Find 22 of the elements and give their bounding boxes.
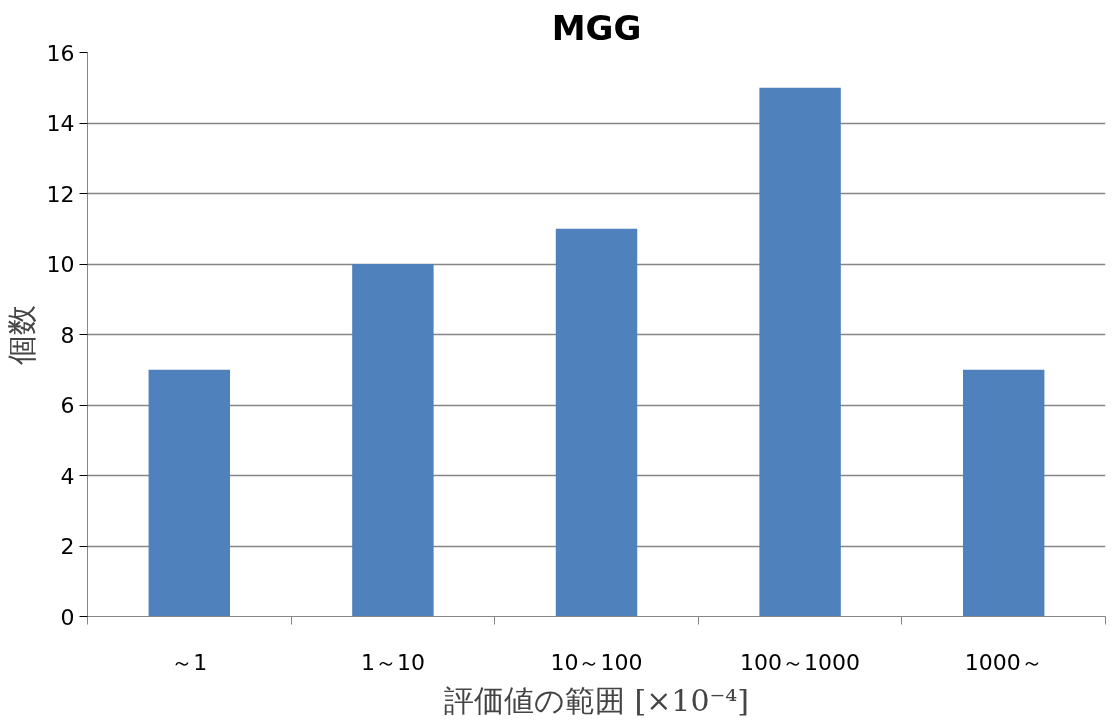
y-tick-label: 14: [46, 111, 75, 136]
y-tick-label: 6: [60, 393, 75, 418]
x-tick-label: ～1: [171, 649, 208, 675]
y-tick-label: 0: [60, 604, 75, 630]
y-tick-label: 4: [60, 463, 75, 489]
bar: [962, 369, 1045, 617]
y-axis-title: 個数: [3, 304, 39, 365]
y-tick-label: 10: [46, 252, 75, 277]
y-tick-label: 12: [46, 181, 75, 207]
x-tick-label: 100～1000: [740, 649, 861, 675]
bar: [759, 87, 841, 617]
x-tick-label: 10～100: [550, 649, 643, 675]
chart-title: MGG: [551, 7, 642, 48]
y-tick-label: 8: [60, 322, 75, 348]
x-tick-label: 1000～: [964, 649, 1043, 675]
bar: [555, 228, 638, 617]
bar: [352, 264, 434, 617]
x-axis-title: 評価値の範囲 [×10⁻⁴]: [443, 682, 750, 718]
y-tick-label: 16: [46, 40, 75, 66]
y-tick-label: 2: [60, 534, 75, 559]
bar: [148, 369, 231, 617]
x-tick-label: 1～10: [360, 649, 425, 675]
